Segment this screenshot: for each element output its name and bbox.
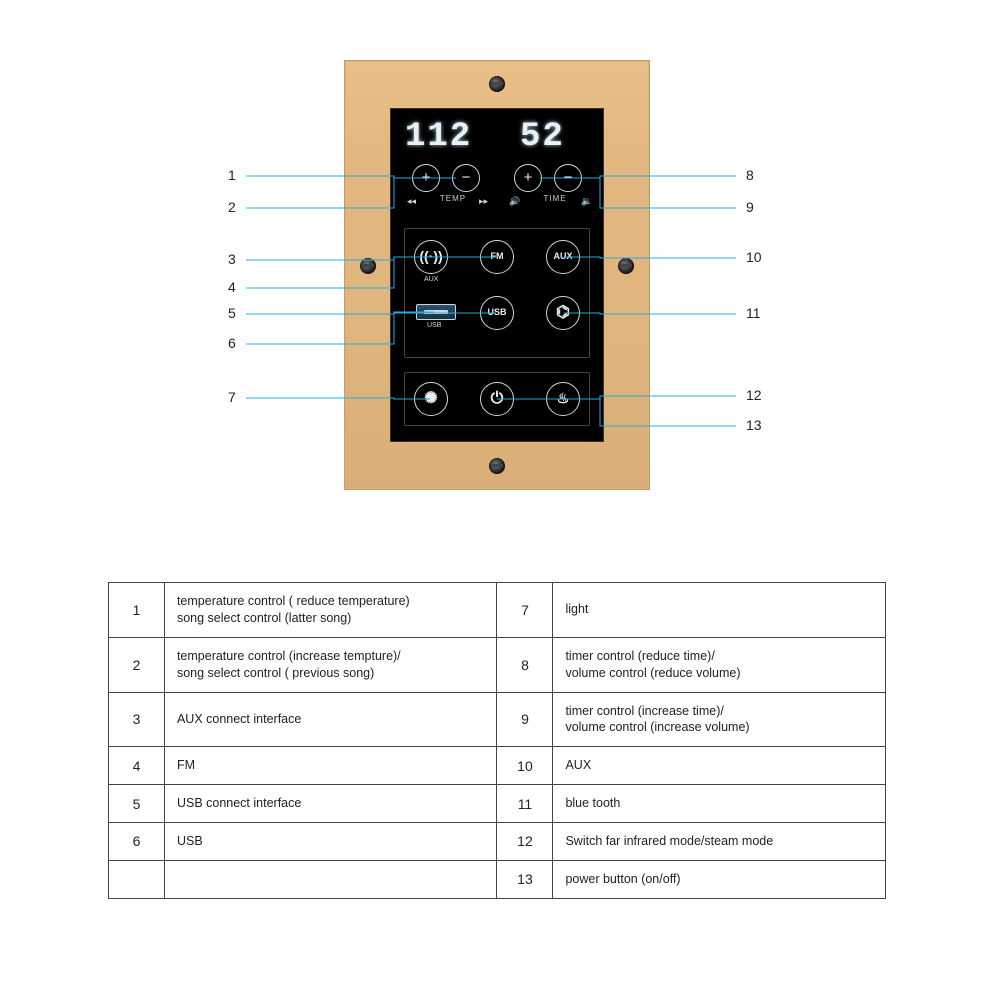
power-button[interactable]: ⏻ — [480, 382, 514, 416]
callout-number: 12 — [746, 387, 762, 403]
table-row: 3AUX connect interface9timer control (in… — [109, 692, 886, 747]
legend-number: 6 — [109, 823, 165, 861]
temp-plus-button[interactable]: + — [412, 164, 440, 192]
legend-number: 10 — [497, 747, 553, 785]
vol-up-icon: 🔊 — [509, 196, 520, 207]
time-label: TIME — [530, 194, 580, 203]
callout-number: 4 — [228, 279, 236, 295]
table-row: 5USB connect interface11blue tooth — [109, 785, 886, 823]
legend-number — [109, 860, 165, 898]
temperature-readout: 112 — [405, 118, 472, 156]
temp-label: TEMP — [428, 194, 478, 203]
legend-desc: temperature control ( reduce temperature… — [164, 583, 497, 638]
light-icon: ✺ — [424, 390, 437, 407]
aux-small-label: AUX — [424, 276, 438, 283]
legend-desc: timer control (increase time)/volume con… — [553, 692, 886, 747]
legend-desc: AUX — [553, 747, 886, 785]
legend-desc: USB connect interface — [164, 785, 497, 823]
time-minus-button[interactable]: − — [554, 164, 582, 192]
mode-button[interactable]: ♨ — [546, 382, 580, 416]
table-row: 2temperature control (increase tempture)… — [109, 637, 886, 692]
callout-number: 5 — [228, 305, 236, 321]
legend-desc: Switch far infrared mode/steam mode — [553, 823, 886, 861]
legend-number: 4 — [109, 747, 165, 785]
usb-small-label: USB — [427, 322, 441, 329]
legend-number: 13 — [497, 860, 553, 898]
screw-icon — [360, 258, 376, 274]
power-icon: ⏻ — [491, 390, 504, 407]
legend-desc: timer control (reduce time)/volume contr… — [553, 637, 886, 692]
temp-minus-button[interactable]: − — [452, 164, 480, 192]
prev-icon: ◂◂ — [407, 196, 416, 207]
legend-table: 1temperature control ( reduce temperatur… — [108, 582, 886, 899]
legend-number: 11 — [497, 785, 553, 823]
legend-number: 3 — [109, 692, 165, 747]
table-row: 6USB12Switch far infrared mode/steam mod… — [109, 823, 886, 861]
next-icon: ▸▸ — [479, 196, 488, 207]
time-plus-button[interactable]: + — [514, 164, 542, 192]
table-row: 4FM10AUX — [109, 747, 886, 785]
callout-number: 8 — [746, 167, 754, 183]
usb-port-icon[interactable] — [416, 304, 456, 320]
legend-number: 7 — [497, 583, 553, 638]
fm-button[interactable]: FM — [480, 240, 514, 274]
aux-connect-button[interactable] — [414, 240, 448, 274]
screw-icon — [489, 76, 505, 92]
bluetooth-button[interactable]: ⌬ — [546, 296, 580, 330]
table-row: 13power button (on/off) — [109, 860, 886, 898]
light-button[interactable]: ✺ — [414, 382, 448, 416]
callout-number: 9 — [746, 199, 754, 215]
time-controls: + − — [514, 164, 582, 192]
usb-button[interactable]: USB — [480, 296, 514, 330]
screw-icon — [618, 258, 634, 274]
panel-zone: 112 52 + − + − TEMP TIME ◂◂ ▸▸ 🔊 🔉 AUX F… — [0, 60, 994, 560]
screw-icon — [489, 458, 505, 474]
legend-desc: AUX connect interface — [164, 692, 497, 747]
legend-desc: USB — [164, 823, 497, 861]
legend-number: 5 — [109, 785, 165, 823]
callout-number: 6 — [228, 335, 236, 351]
legend-number: 2 — [109, 637, 165, 692]
callout-number: 7 — [228, 389, 236, 405]
legend-desc: temperature control (increase tempture)/… — [164, 637, 497, 692]
table-row: 1temperature control ( reduce temperatur… — [109, 583, 886, 638]
legend-desc: blue tooth — [553, 785, 886, 823]
time-readout: 52 — [520, 118, 565, 156]
callout-number: 1 — [228, 167, 236, 183]
callout-number: 13 — [746, 417, 762, 433]
callout-number: 2 — [228, 199, 236, 215]
callout-number: 3 — [228, 251, 236, 267]
aux-button[interactable]: AUX — [546, 240, 580, 274]
steam-icon: ♨ — [557, 390, 570, 406]
legend-desc: light — [553, 583, 886, 638]
legend-number: 1 — [109, 583, 165, 638]
vol-down-icon: 🔉 — [581, 196, 592, 207]
legend-desc: power button (on/off) — [553, 860, 886, 898]
legend-number: 9 — [497, 692, 553, 747]
callout-number: 11 — [746, 305, 761, 321]
legend-desc: FM — [164, 747, 497, 785]
legend-number: 12 — [497, 823, 553, 861]
callout-number: 10 — [746, 249, 762, 265]
legend-number: 8 — [497, 637, 553, 692]
bluetooth-icon: ⌬ — [556, 304, 570, 321]
temp-controls: + − — [412, 164, 480, 192]
legend-desc — [164, 860, 497, 898]
